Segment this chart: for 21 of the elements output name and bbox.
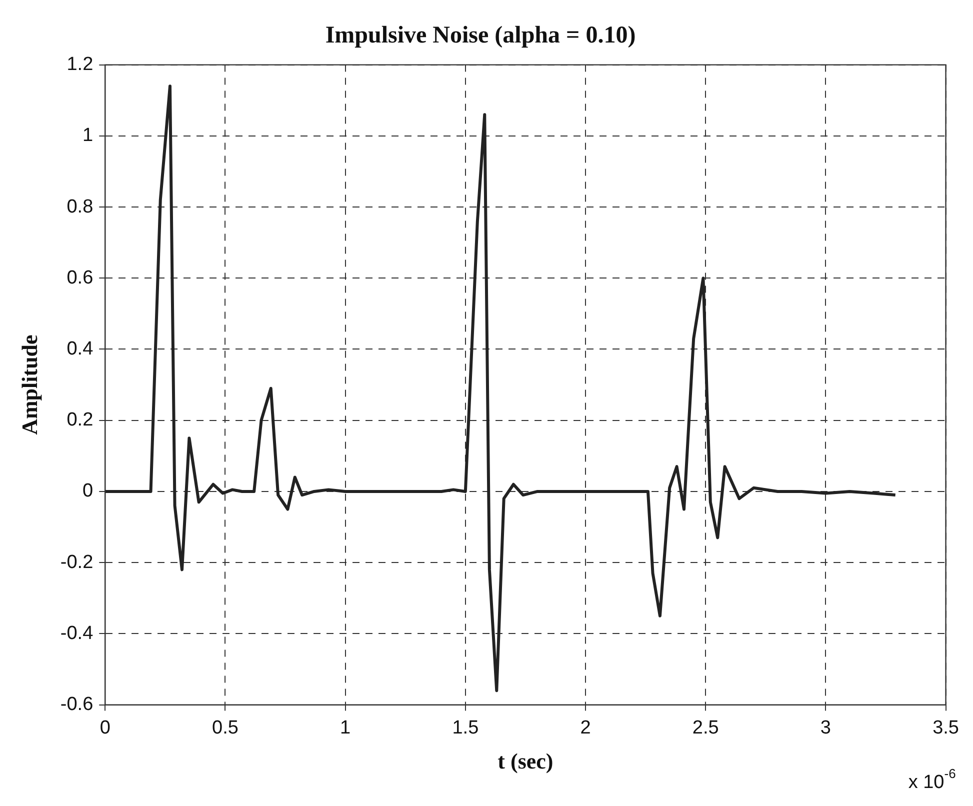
y-tick-label: 1.2 [66, 54, 94, 76]
y-tick-label: 0 [82, 480, 94, 502]
y-tick-label: 0.8 [66, 196, 94, 218]
y-tick-label: -0.4 [60, 622, 94, 644]
chart-title: Impulsive Noise (alpha = 0.10) [325, 22, 636, 49]
y-tick-label: -0.6 [60, 694, 94, 716]
x-tick-label: 0.5 [212, 717, 238, 738]
x-axis-title: t (sec) [498, 748, 554, 774]
y-tick-label: 1 [82, 125, 94, 146]
x-tick-label: 3 [820, 717, 831, 738]
x-tick-label: 0 [100, 717, 110, 738]
x-tick-label: 1 [340, 717, 351, 738]
x-tick-label: 1.5 [452, 717, 479, 738]
x-tick-label: 3.5 [932, 717, 960, 738]
x-tick-label: 2 [580, 717, 591, 738]
y-tick-label: 0.4 [66, 338, 94, 360]
y-axis-title: Amplitude [16, 334, 42, 435]
y-tick-label: 0.2 [66, 410, 94, 431]
y-tick-label: -0.2 [60, 552, 94, 573]
x-tick-label: 2.5 [692, 717, 719, 738]
y-tick-label: 0.6 [66, 267, 94, 288]
